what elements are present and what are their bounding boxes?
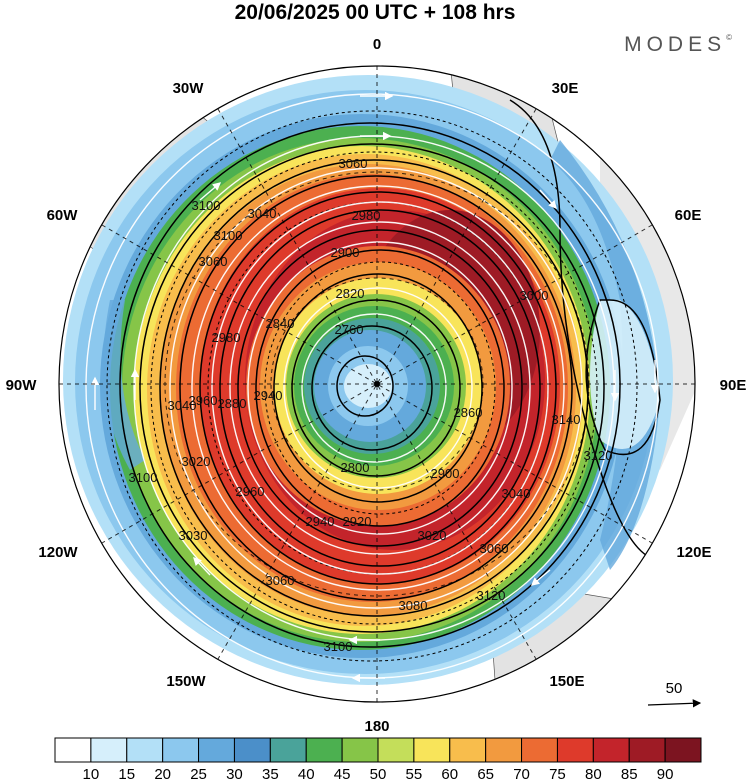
- lon-label-60e: 60E: [675, 207, 702, 224]
- pole-marker: [374, 381, 380, 387]
- colorbar-swatch: [54, 737, 92, 763]
- colorbar-label: 65: [477, 766, 494, 782]
- colorbar-swatch: [485, 737, 523, 763]
- wind-arrows: [90, 91, 660, 683]
- lon-label-180: 180: [364, 718, 389, 735]
- contour-label: 3100: [129, 470, 158, 485]
- contour-label: 2860: [454, 405, 483, 420]
- contour-label: 3020: [182, 454, 211, 469]
- contour-label: 2760: [335, 322, 364, 337]
- colorbar-swatch: [233, 737, 271, 763]
- contour-label: 2840: [266, 316, 295, 331]
- contour-label: 3040: [168, 398, 197, 413]
- lon-label-90e: 90E: [720, 377, 747, 394]
- contour-label: 2960: [189, 393, 218, 408]
- contour-label: 2880: [218, 396, 247, 411]
- lon-label-90w: 90W: [6, 377, 38, 394]
- colorbar-swatch: [305, 737, 343, 763]
- lon-label-150e: 150E: [549, 673, 584, 690]
- contour-label: 3020: [418, 528, 447, 543]
- colorbar-label: 75: [549, 766, 566, 782]
- colorbar-label: 30: [226, 766, 243, 782]
- height-contours: [119, 99, 661, 648]
- contour-label: 2960: [236, 484, 265, 499]
- colorbar-label: 10: [83, 766, 100, 782]
- graticule: [59, 66, 695, 702]
- contour-label: 3140: [552, 412, 581, 427]
- colorbar-swatch: [377, 737, 415, 763]
- colorbar-label: 80: [585, 766, 602, 782]
- contour-label: 3100: [192, 198, 221, 213]
- lon-label-0: 0: [373, 36, 381, 53]
- reference-vector-label: 50: [666, 680, 683, 697]
- reference-vector: 50: [647, 680, 702, 708]
- colorbar-swatch: [556, 737, 594, 763]
- lon-label-60w: 60W: [47, 207, 79, 224]
- colorbar-label: 70: [513, 766, 530, 782]
- colorbar-label: 50: [370, 766, 387, 782]
- contour-label: 3000: [520, 288, 549, 303]
- contour-label: 3100: [324, 639, 353, 654]
- colorbar-swatch: [664, 737, 702, 763]
- colorbar-swatch: [90, 737, 128, 763]
- colorbar-label: 25: [190, 766, 207, 782]
- colorbar-swatch: [449, 737, 487, 763]
- contour-label: 2820: [336, 286, 365, 301]
- colorbar-swatch: [592, 737, 630, 763]
- lon-label-30w: 30W: [173, 80, 205, 97]
- copyright-mark: ©: [726, 33, 732, 42]
- colorbar-swatch: [521, 737, 558, 763]
- colorbar-swatch: [341, 737, 379, 763]
- colorbar-label: 35: [262, 766, 279, 782]
- brand-logo: MODES©: [624, 33, 732, 57]
- colorbar-label: 55: [406, 766, 423, 782]
- colorbar-label: 20: [154, 766, 171, 782]
- contour-label: 3060: [480, 541, 509, 556]
- colorbar-label: 90: [657, 766, 674, 782]
- contour-label: 3040: [248, 206, 277, 221]
- contour-label: 3100: [214, 228, 243, 243]
- lon-label-30e: 30E: [552, 80, 579, 97]
- colorbar-swatch: [162, 737, 200, 763]
- contour-label: 2900: [431, 466, 460, 481]
- colorbar-swatch: [198, 737, 235, 763]
- contour-label: 2900: [331, 245, 360, 260]
- contour-labels: 3060 3100 3040 2980 2900 2820 2760 2840 2980 3060…: [129, 156, 613, 654]
- contour-label: 2980: [352, 208, 381, 223]
- contour-label: 3080: [399, 598, 428, 613]
- colorbar-label: 40: [298, 766, 315, 782]
- lon-label-120w: 120W: [38, 544, 78, 561]
- map-title: 20/06/2025 00 UTC + 108 hrs: [234, 1, 516, 24]
- colorbar-label: 45: [334, 766, 351, 782]
- colorbar-swatch: [413, 737, 451, 763]
- contour-label: 3030: [179, 528, 208, 543]
- contour-label: 3040: [502, 486, 531, 501]
- colorbar-label: 85: [621, 766, 638, 782]
- colorbar: 10 15 20 25 30 35 40 45 50 55 60 65 70 75 80 85 90: [54, 737, 702, 782]
- contour-label: 2980: [212, 330, 241, 345]
- lon-label-150w: 150W: [166, 673, 206, 690]
- contour-label: 3060: [199, 254, 228, 269]
- colorbar-swatch: [126, 737, 164, 763]
- contour-label: 2940: [306, 514, 335, 529]
- contour-label: 3060: [266, 573, 295, 588]
- colorbar-label: 60: [441, 766, 458, 782]
- contour-label: 2940: [254, 388, 283, 403]
- brand-name: MODES: [624, 33, 727, 56]
- contour-label: 2920: [343, 514, 372, 529]
- contour-label: 2800: [341, 460, 370, 475]
- map-border: [58, 65, 696, 703]
- contour-label: 3120: [477, 588, 506, 603]
- lon-label-120e: 120E: [676, 544, 711, 561]
- contour-label: 3060: [339, 156, 368, 171]
- colorbar-swatch: [269, 737, 307, 763]
- wind-speed-field: [59, 66, 695, 702]
- colorbar-swatch: [628, 737, 666, 763]
- colorbar-label: 15: [118, 766, 135, 782]
- contour-label: 3120: [584, 448, 613, 463]
- wind-streamlines: [85, 93, 659, 679]
